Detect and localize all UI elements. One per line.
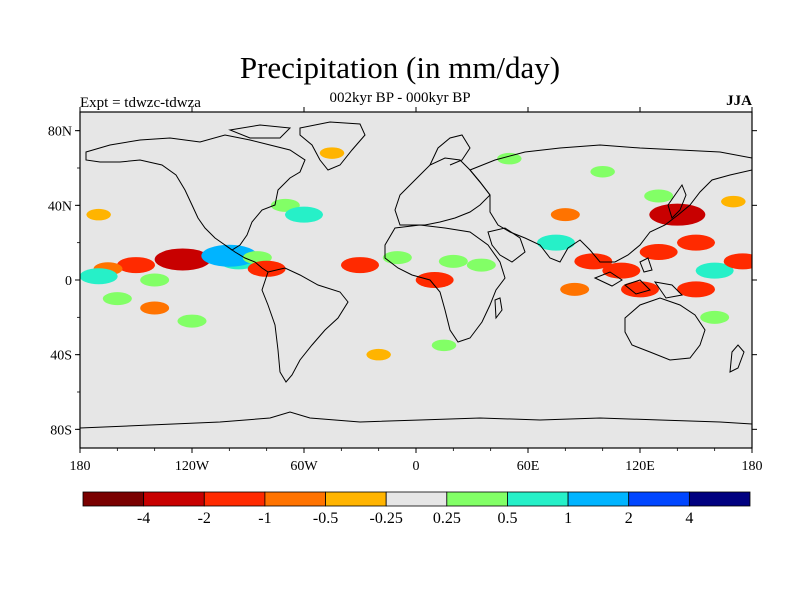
y-tick-label: 0	[65, 274, 72, 289]
y-tick-label: 40S	[50, 349, 72, 364]
coastline-south-america	[261, 267, 349, 383]
x-tick-label: 60W	[290, 459, 318, 474]
y-tick-label: 80S	[50, 423, 72, 438]
anomaly-patch	[695, 262, 734, 279]
anomaly-patch	[590, 165, 615, 178]
x-tick-label: 0	[413, 459, 420, 474]
colorbar-swatch	[143, 491, 205, 507]
colorbar-swatch	[82, 491, 145, 507]
colorbar-label: 4	[685, 510, 693, 527]
x-tick-label: 120W	[175, 459, 210, 474]
anomaly-patch	[415, 272, 454, 288]
x-tick-label: 120E	[625, 459, 655, 474]
coastline-japan	[667, 183, 687, 219]
coastline-scandinavia	[429, 134, 471, 166]
y-tick-label: 40N	[48, 199, 72, 214]
anomaly-patch	[341, 257, 379, 274]
anomaly-patch	[285, 206, 323, 223]
plot-subtitle: 002kyr BP - 000kyr BP	[329, 90, 471, 106]
coastline-greenland	[299, 121, 366, 171]
colorbar-label: 2	[625, 510, 633, 527]
x-tick-label: 60E	[517, 459, 540, 474]
colorbar-label: -1	[258, 510, 271, 527]
anomaly-patch	[117, 257, 155, 274]
anomaly-patch	[639, 244, 678, 260]
colorbar-label: -0.5	[313, 510, 338, 527]
anomaly-patch	[140, 301, 170, 315]
anomaly-patch	[497, 152, 522, 165]
y-tick-label: 80N	[48, 125, 72, 140]
coastline-madagascar	[494, 297, 503, 320]
anomaly-patch	[537, 234, 575, 251]
colorbar: -4 -2 -1 -0.5 -0.25 0.25 0.5 1 2 4	[82, 491, 751, 527]
colorbar-swatch	[446, 491, 508, 507]
coastline-antarctica	[80, 411, 752, 429]
anomaly-patch	[431, 339, 457, 352]
anomaly-patch	[319, 147, 345, 159]
colorbar-swatch	[628, 491, 690, 507]
colorbar-label: -2	[198, 510, 211, 527]
colorbar-label: 1	[564, 510, 572, 527]
coastline-north-america	[85, 134, 306, 251]
coastline-arabia	[487, 227, 526, 263]
anomaly-patch	[466, 258, 496, 272]
season-label: JJA	[726, 93, 752, 109]
colorbar-swatch	[507, 491, 569, 507]
anomaly-patch	[677, 281, 715, 298]
anomaly-patch	[721, 195, 746, 208]
anomaly-patch	[644, 189, 674, 203]
anomaly-patch	[382, 251, 412, 265]
map-axes: 180 120W 60W 0 60E 120E 180 80N 40N 0 40S 80S	[48, 107, 763, 474]
anomaly-patch	[560, 282, 590, 296]
colorbar-swatch	[688, 491, 751, 507]
colorbar-swatch	[264, 491, 326, 507]
coastline-new-zealand	[729, 344, 745, 373]
anomaly-patch	[550, 208, 580, 222]
anomaly-patch	[649, 203, 706, 226]
anomaly-patch	[723, 253, 752, 270]
anomaly-patch	[602, 262, 641, 279]
colorbar-swatch	[325, 491, 387, 507]
anomaly-patch	[247, 260, 286, 277]
colorbar-label: 0.25	[433, 510, 461, 527]
experiment-label: Expt = tdwzc-tdwza	[80, 95, 201, 111]
anomaly-patch	[86, 208, 111, 221]
anomaly-patch	[140, 273, 170, 287]
plot-title: Precipitation (in mm/day)	[239, 50, 561, 85]
x-tick-label: 180	[70, 459, 91, 474]
anomaly-patch	[80, 268, 118, 285]
coastline-australia	[624, 297, 706, 361]
anomaly-patch	[677, 234, 715, 251]
coastline-africa	[384, 224, 506, 343]
anomaly-patch	[438, 254, 468, 268]
colorbar-swatch	[567, 491, 630, 507]
coastline-arctic-islands	[228, 124, 292, 139]
anomaly-field	[80, 147, 752, 361]
colorbar-label: -4	[137, 510, 150, 527]
anomaly-patch	[621, 281, 659, 298]
coastline-central-america	[224, 244, 269, 273]
anomaly-patch	[154, 248, 211, 271]
colorbar-label: -0.25	[370, 510, 403, 527]
coastline-indonesia	[593, 257, 684, 299]
anomaly-patch	[366, 348, 391, 361]
colorbar-label: 0.5	[497, 510, 517, 527]
anomaly-patch	[574, 253, 613, 270]
anomaly-patch	[177, 314, 207, 328]
anomaly-patch	[102, 292, 132, 306]
coastlines	[80, 121, 752, 429]
anomaly-patch	[201, 244, 258, 267]
anomaly-patch	[700, 310, 730, 324]
colorbar-swatch	[385, 491, 448, 507]
coastline-asia	[469, 144, 752, 263]
x-tick-label: 180	[742, 459, 763, 474]
colorbar-swatch	[203, 491, 266, 507]
